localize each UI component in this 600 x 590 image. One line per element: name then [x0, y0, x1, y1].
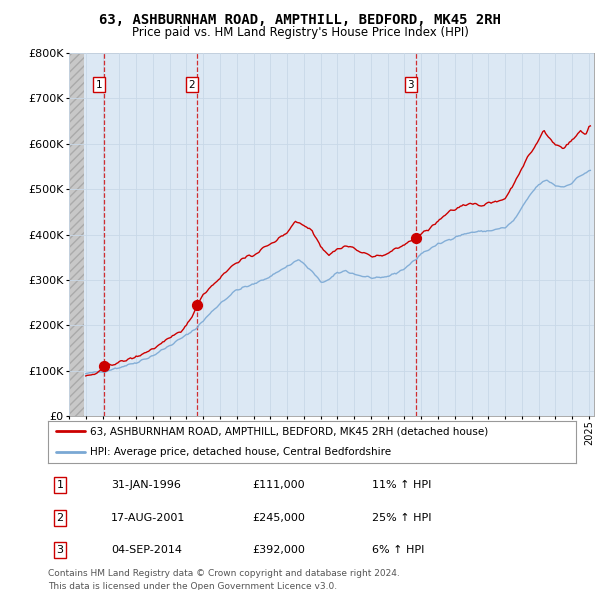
Text: £392,000: £392,000	[252, 545, 305, 555]
Text: 2: 2	[188, 80, 195, 90]
Text: 2: 2	[56, 513, 64, 523]
Bar	[69, 53, 85, 416]
Text: £245,000: £245,000	[252, 513, 305, 523]
Point	[411, 234, 421, 243]
Text: Contains HM Land Registry data © Crown copyright and database right 2024.: Contains HM Land Registry data © Crown c…	[48, 569, 400, 578]
Text: 17-AUG-2001: 17-AUG-2001	[111, 513, 185, 523]
Text: 3: 3	[407, 80, 414, 90]
Text: Price paid vs. HM Land Registry's House Price Index (HPI): Price paid vs. HM Land Registry's House …	[131, 26, 469, 39]
Text: 31-JAN-1996: 31-JAN-1996	[111, 480, 181, 490]
Point	[99, 361, 109, 371]
Text: £111,000: £111,000	[252, 480, 305, 490]
Text: 1: 1	[95, 80, 102, 90]
Text: 6% ↑ HPI: 6% ↑ HPI	[372, 545, 424, 555]
Text: This data is licensed under the Open Government Licence v3.0.: This data is licensed under the Open Gov…	[48, 582, 337, 590]
Text: 3: 3	[56, 545, 64, 555]
Text: 25% ↑ HPI: 25% ↑ HPI	[372, 513, 431, 523]
Text: HPI: Average price, detached house, Central Bedfordshire: HPI: Average price, detached house, Cent…	[90, 447, 391, 457]
Point	[192, 300, 202, 310]
Text: 11% ↑ HPI: 11% ↑ HPI	[372, 480, 431, 490]
Text: 63, ASHBURNHAM ROAD, AMPTHILL, BEDFORD, MK45 2RH (detached house): 63, ASHBURNHAM ROAD, AMPTHILL, BEDFORD, …	[90, 427, 488, 436]
Text: 04-SEP-2014: 04-SEP-2014	[111, 545, 182, 555]
Text: 63, ASHBURNHAM ROAD, AMPTHILL, BEDFORD, MK45 2RH: 63, ASHBURNHAM ROAD, AMPTHILL, BEDFORD, …	[99, 13, 501, 27]
Text: 1: 1	[56, 480, 64, 490]
